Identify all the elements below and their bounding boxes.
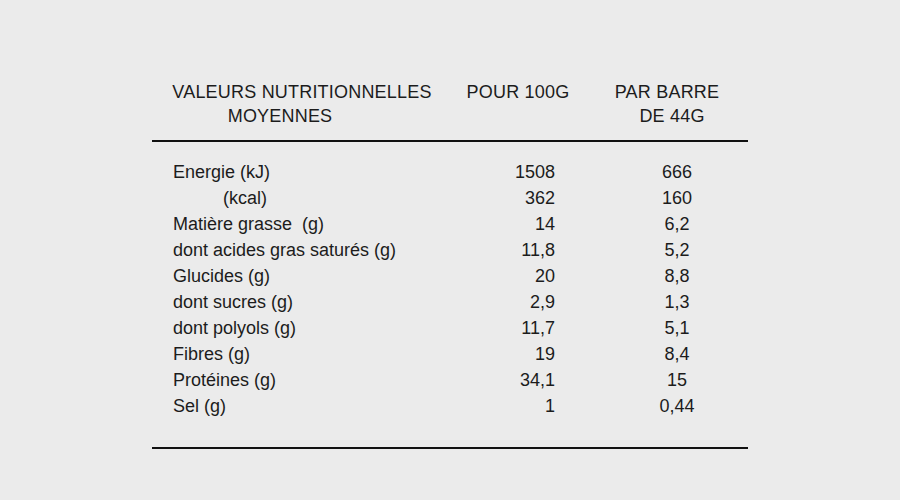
nutrition-facts-panel: VALEURS NUTRITIONNELLES MOYENNES POUR 10… bbox=[0, 0, 900, 500]
row-value-per-bar: 666 bbox=[617, 159, 737, 185]
table-row: Matière grasse (g) 14 6,2 bbox=[152, 211, 748, 237]
header-divider-rule bbox=[152, 140, 748, 142]
header-per-bar: PAR BARRE DE 44G bbox=[607, 80, 727, 128]
row-value-per-100g: 34,1 bbox=[445, 367, 555, 393]
table-row: Protéines (g) 34,1 15 bbox=[152, 367, 748, 393]
row-label: Sel (g) bbox=[173, 393, 226, 419]
row-value-per-bar: 15 bbox=[617, 367, 737, 393]
row-value-per-bar: 5,1 bbox=[617, 315, 737, 341]
header-per-bar-line1: PAR BARRE bbox=[615, 82, 720, 102]
table-row: dont polyols (g) 11,7 5,1 bbox=[152, 315, 748, 341]
row-value-per-bar: 6,2 bbox=[617, 211, 737, 237]
row-value-per-100g: 1 bbox=[445, 393, 555, 419]
row-label: Energie (kJ) bbox=[173, 159, 270, 185]
header-nutrition-values-line2: MOYENNES bbox=[130, 104, 430, 128]
row-label: Matière grasse (g) bbox=[173, 211, 324, 237]
row-value-per-bar: 0,44 bbox=[617, 393, 737, 419]
row-value-per-100g: 20 bbox=[445, 263, 555, 289]
row-label: Fibres (g) bbox=[173, 341, 250, 367]
row-value-per-100g: 11,7 bbox=[445, 315, 555, 341]
row-value-per-100g: 1508 bbox=[445, 159, 555, 185]
table-row: Fibres (g) 19 8,4 bbox=[152, 341, 748, 367]
row-value-per-bar: 1,3 bbox=[617, 289, 737, 315]
table-row: dont sucres (g) 2,9 1,3 bbox=[152, 289, 748, 315]
row-label: (kcal) bbox=[223, 185, 267, 211]
table-row: Energie (kJ) 1508 666 bbox=[152, 159, 748, 185]
header-per-100g: POUR 100G bbox=[460, 80, 576, 104]
footer-divider-rule bbox=[152, 447, 748, 449]
row-label: dont polyols (g) bbox=[173, 315, 296, 341]
row-label: Glucides (g) bbox=[173, 263, 270, 289]
row-value-per-bar: 5,2 bbox=[617, 237, 737, 263]
row-value-per-bar: 8,4 bbox=[617, 341, 737, 367]
row-label: dont sucres (g) bbox=[173, 289, 293, 315]
table-row: Sel (g) 1 0,44 bbox=[152, 393, 748, 419]
nutrition-table-body: Energie (kJ) 1508 666 (kcal) 362 160 Mat… bbox=[152, 159, 748, 419]
header-per-bar-line2: DE 44G bbox=[612, 104, 732, 128]
header-nutrition-values: VALEURS NUTRITIONNELLES MOYENNES bbox=[152, 80, 452, 128]
row-label: Protéines (g) bbox=[173, 367, 276, 393]
row-value-per-100g: 19 bbox=[445, 341, 555, 367]
header-nutrition-values-line1: VALEURS NUTRITIONNELLES bbox=[172, 82, 431, 102]
row-value-per-100g: 14 bbox=[445, 211, 555, 237]
row-value-per-100g: 362 bbox=[445, 185, 555, 211]
table-row: (kcal) 362 160 bbox=[152, 185, 748, 211]
row-value-per-100g: 11,8 bbox=[445, 237, 555, 263]
row-value-per-bar: 160 bbox=[617, 185, 737, 211]
row-label: dont acides gras saturés (g) bbox=[173, 237, 396, 263]
row-value-per-bar: 8,8 bbox=[617, 263, 737, 289]
table-row: dont acides gras saturés (g) 11,8 5,2 bbox=[152, 237, 748, 263]
row-value-per-100g: 2,9 bbox=[445, 289, 555, 315]
table-row: Glucides (g) 20 8,8 bbox=[152, 263, 748, 289]
